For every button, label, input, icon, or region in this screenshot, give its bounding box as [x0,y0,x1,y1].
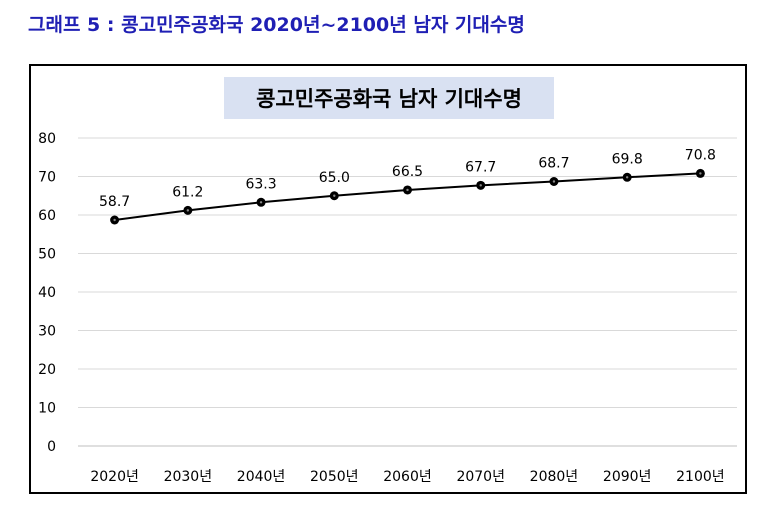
data-point-center [259,201,263,204]
y-tick-label: 60 [38,208,56,224]
y-tick-label: 0 [47,439,56,455]
data-label: 58.7 [99,194,130,210]
data-label: 63.3 [245,176,276,192]
x-tick-label: 2090년 [603,469,652,485]
data-point-center [479,184,482,187]
data-point-center [699,172,702,175]
x-tick-label: 2040년 [237,469,286,485]
x-tick-label: 2050년 [310,469,359,485]
data-point-center [186,209,190,212]
x-tick-label: 2080년 [530,469,579,485]
y-tick-label: 80 [38,131,56,147]
data-point-center [113,218,116,222]
data-label: 67.7 [465,159,496,175]
x-tick-label: 2020년 [90,469,139,485]
data-label: 70.8 [685,147,716,163]
x-tick-label: 2070년 [456,469,505,485]
data-point-center [333,194,336,197]
y-tick-label: 20 [38,362,56,378]
data-label: 68.7 [538,156,569,172]
data-label: 66.5 [392,164,423,180]
data-point-center [406,188,409,192]
data-point-center [552,180,556,183]
y-tick-label: 30 [38,324,56,340]
x-tick-label: 2030년 [164,469,213,485]
y-tick-label: 10 [38,401,56,417]
chart-frame: 콩고민주공화국 남자 기대수명 0 10 20 30 40 50 60 70 80 2020년 20… [29,64,747,494]
x-tick-label: 2100년 [676,469,725,485]
y-tick-label: 40 [38,285,56,301]
figure-caption: 그래프 5 : 콩고민주공화국 2020년~2100년 남자 기대수명 [28,14,525,36]
line-chart: 0 10 20 30 40 50 60 70 80 2020년 2030년 2040년 2050년 206… [38,131,737,485]
y-tick-label: 70 [38,170,56,186]
x-tick-label: 2060년 [383,469,432,485]
chart-title: 콩고민주공화국 남자 기대수명 [224,77,554,119]
data-label: 65.0 [319,170,350,186]
data-label: 61.2 [172,184,203,200]
y-tick-label: 50 [38,247,56,263]
data-point-center [625,176,629,179]
data-label: 69.8 [612,151,643,167]
